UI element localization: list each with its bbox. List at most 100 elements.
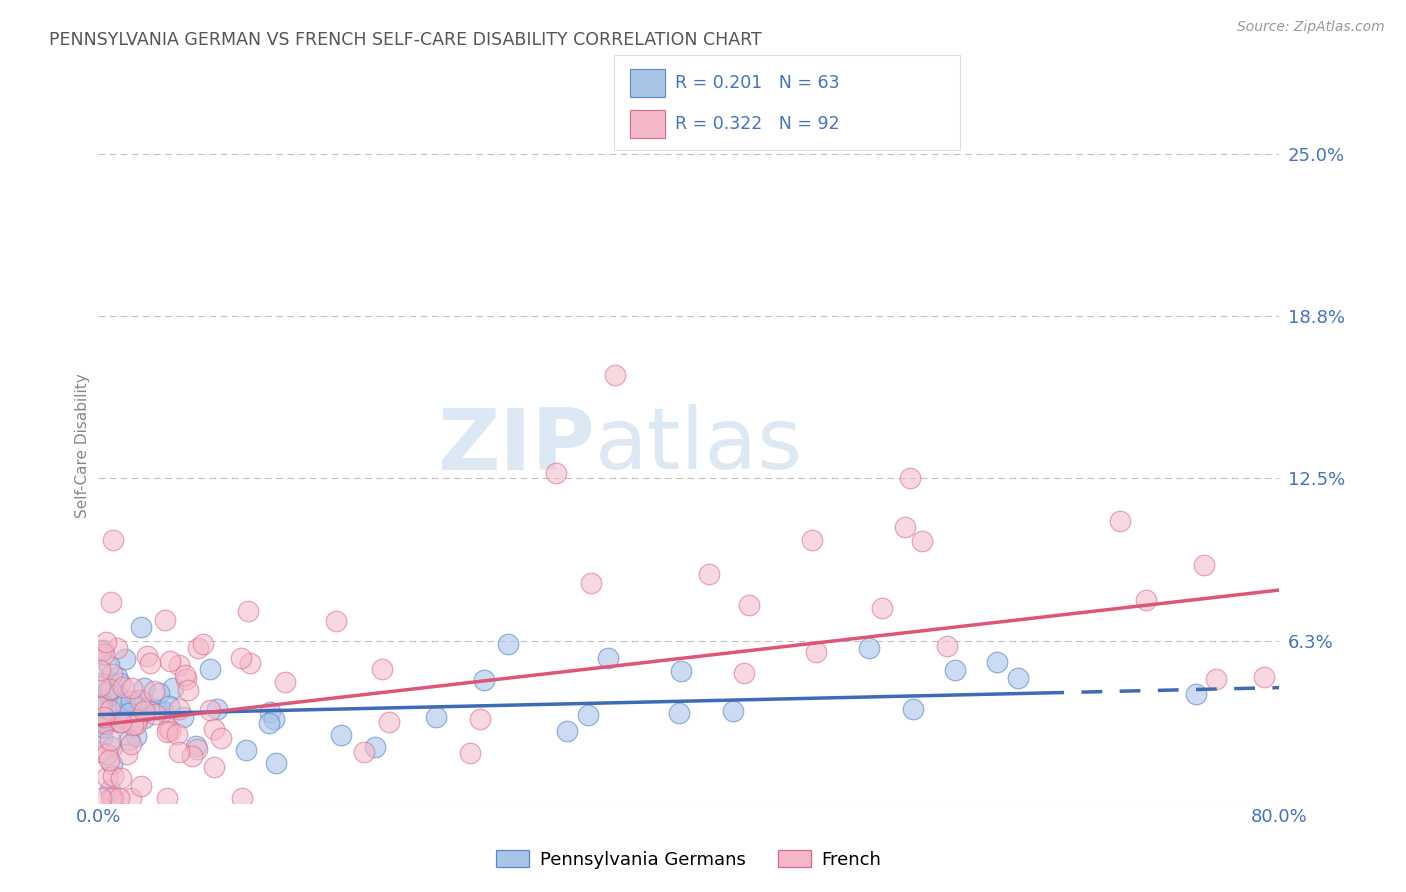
- Point: [114, 697, 136, 711]
- Point: [90, 693, 112, 707]
- Point: [911, 533, 934, 548]
- Point: [89, 745, 111, 759]
- Point: [264, 756, 287, 771]
- Point: [174, 672, 197, 686]
- Text: atlas: atlas: [595, 404, 803, 488]
- Point: [231, 790, 253, 805]
- Point: [90, 790, 112, 805]
- Point: [191, 637, 214, 651]
- Point: [142, 683, 165, 698]
- Point: [101, 739, 124, 754]
- Point: [110, 771, 132, 785]
- Point: [496, 637, 519, 651]
- Point: [145, 701, 167, 715]
- Point: [98, 782, 121, 797]
- Point: [124, 698, 146, 712]
- Point: [94, 716, 117, 731]
- Text: Source: ZipAtlas.com: Source: ZipAtlas.com: [1237, 20, 1385, 34]
- Point: [108, 676, 131, 690]
- Point: [98, 732, 121, 747]
- Point: [148, 686, 170, 700]
- Point: [91, 721, 114, 735]
- Point: [259, 715, 281, 730]
- Point: [209, 731, 232, 746]
- Point: [235, 742, 257, 756]
- Point: [259, 705, 281, 719]
- Point: [205, 702, 228, 716]
- Point: [117, 714, 139, 729]
- Point: [101, 533, 124, 547]
- Point: [129, 620, 152, 634]
- Point: [101, 769, 124, 783]
- Point: [156, 721, 179, 735]
- Point: [127, 713, 149, 727]
- Point: [125, 717, 148, 731]
- Point: [122, 718, 145, 732]
- Point: [96, 685, 118, 699]
- Point: [100, 757, 122, 772]
- Point: [101, 790, 124, 805]
- Point: [120, 737, 142, 751]
- Point: [697, 566, 720, 581]
- Point: [98, 657, 121, 672]
- Point: [96, 747, 118, 762]
- Point: [90, 644, 112, 658]
- Point: [1109, 514, 1132, 528]
- Point: [202, 723, 225, 737]
- Point: [93, 710, 115, 724]
- Point: [139, 656, 162, 670]
- Y-axis label: Self-Care Disability: Self-Care Disability: [75, 374, 90, 518]
- Point: [98, 703, 121, 717]
- Point: [93, 647, 115, 661]
- Point: [581, 575, 603, 590]
- Point: [1205, 673, 1227, 687]
- Point: [986, 656, 1008, 670]
- Point: [460, 746, 482, 760]
- Point: [202, 760, 225, 774]
- Point: [198, 661, 221, 675]
- Point: [120, 694, 142, 708]
- Point: [894, 520, 917, 534]
- Point: [801, 533, 824, 548]
- Point: [90, 698, 112, 712]
- Point: [129, 693, 152, 707]
- Point: [157, 699, 180, 714]
- Point: [229, 651, 252, 665]
- Point: [733, 665, 755, 680]
- Point: [91, 642, 114, 657]
- Point: [263, 712, 285, 726]
- Point: [129, 779, 152, 793]
- Point: [198, 703, 221, 717]
- Text: ZIP: ZIP: [437, 404, 595, 488]
- Point: [325, 614, 347, 628]
- Point: [98, 681, 121, 696]
- Point: [472, 673, 495, 687]
- Point: [1135, 592, 1157, 607]
- Point: [101, 667, 124, 681]
- Point: [132, 695, 155, 709]
- Point: [274, 675, 297, 690]
- Point: [238, 604, 260, 618]
- Point: [159, 654, 181, 668]
- Point: [721, 704, 744, 718]
- Point: [936, 639, 959, 653]
- Point: [108, 711, 131, 725]
- Point: [167, 658, 190, 673]
- Point: [377, 715, 399, 730]
- Text: R = 0.322   N = 92: R = 0.322 N = 92: [675, 115, 839, 133]
- Legend: Pennsylvania Germans, French: Pennsylvania Germans, French: [489, 843, 889, 876]
- Point: [100, 594, 122, 608]
- Point: [96, 635, 118, 649]
- Point: [364, 739, 387, 754]
- Point: [98, 754, 121, 768]
- Point: [371, 662, 394, 676]
- Point: [159, 723, 181, 738]
- Point: [239, 656, 262, 670]
- Point: [134, 705, 156, 719]
- Point: [114, 651, 136, 665]
- Point: [668, 706, 690, 721]
- Point: [1192, 558, 1215, 573]
- Point: [186, 742, 208, 756]
- Point: [94, 714, 117, 729]
- Point: [105, 640, 128, 655]
